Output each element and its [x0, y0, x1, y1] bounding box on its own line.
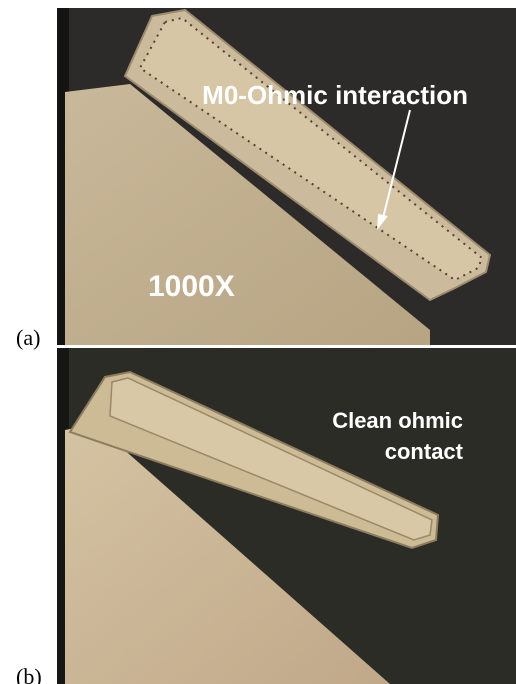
annotation: M0-Ohmic interaction — [202, 80, 468, 110]
panel-a-image: M0-Ohmic interaction 1000X — [57, 8, 516, 345]
panel-label: (a) — [16, 325, 40, 350]
panel-label: (b) — [16, 664, 42, 684]
annotation: contact — [385, 439, 464, 464]
figure: M0-Ohmic interaction 1000X (a) Clean ohm… — [0, 0, 516, 684]
annotation: 1000X — [148, 270, 235, 303]
annotation: Clean ohmic — [332, 408, 463, 433]
panel-b-image: Clean ohmic contact — [57, 348, 516, 684]
